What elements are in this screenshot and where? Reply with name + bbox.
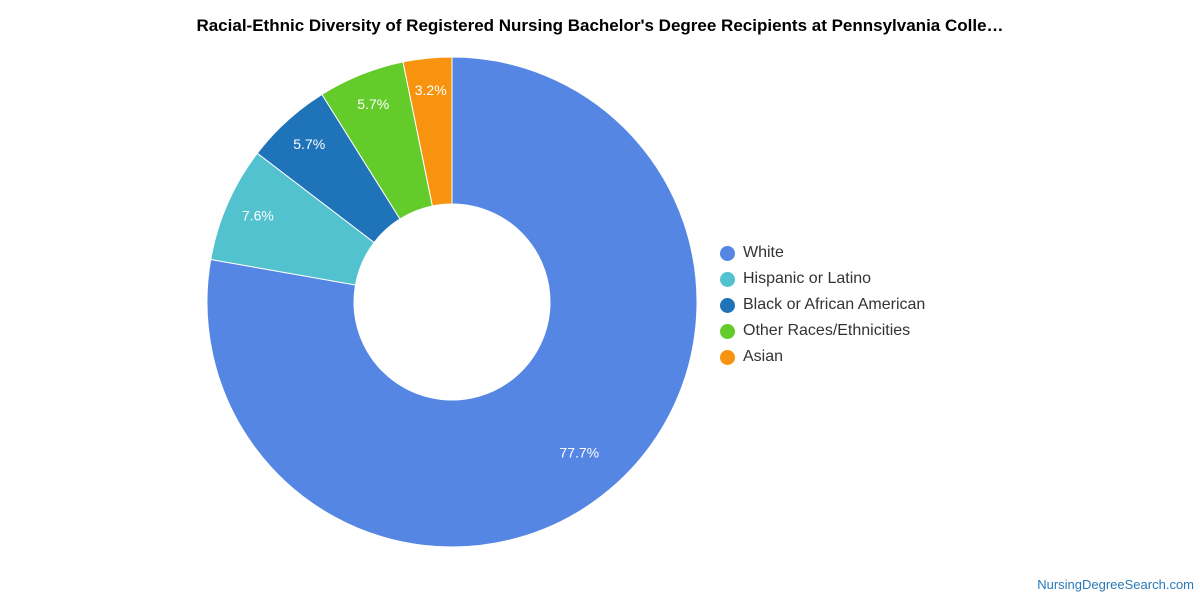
legend-item-white[interactable]: White — [720, 240, 925, 266]
legend-swatch — [720, 245, 735, 261]
legend-label: White — [743, 244, 784, 261]
legend-label: Black or African American — [743, 296, 926, 313]
legend-swatch — [720, 271, 735, 287]
legend-item-black-or-african-american[interactable]: Black or African American — [720, 292, 925, 318]
source-link[interactable]: NursingDegreeSearch.com — [1037, 577, 1194, 592]
legend-label: Asian — [743, 348, 784, 365]
slice-label-asian: 3.2% — [415, 82, 447, 98]
legend-item-hispanic-or-latino[interactable]: Hispanic or Latino — [720, 266, 925, 292]
chart-title: Racial-Ethnic Diversity of Registered Nu… — [196, 16, 1004, 35]
slice-label-other-races-ethnicities: 5.7% — [357, 96, 389, 112]
slice-label-white: 77.7% — [559, 444, 599, 460]
legend-item-asian[interactable]: Asian — [720, 344, 925, 370]
slice-asian[interactable] — [402, 56, 453, 207]
slice-label-hispanic-or-latino: 7.6% — [242, 208, 274, 224]
legend-label: Other Races/Ethnicities — [743, 322, 911, 339]
legend-label: Hispanic or Latino — [743, 270, 872, 287]
legend-item-other-races-ethnicities[interactable]: Other Races/Ethnicities — [720, 318, 925, 344]
legend: White Hispanic or Latino Black or African … — [720, 240, 925, 370]
legend-swatch — [720, 323, 735, 339]
slice-white[interactable] — [206, 56, 698, 548]
slice-label-black-or-african-american: 5.7% — [293, 136, 325, 152]
legend-swatch — [720, 297, 735, 313]
legend-swatch — [720, 349, 735, 365]
